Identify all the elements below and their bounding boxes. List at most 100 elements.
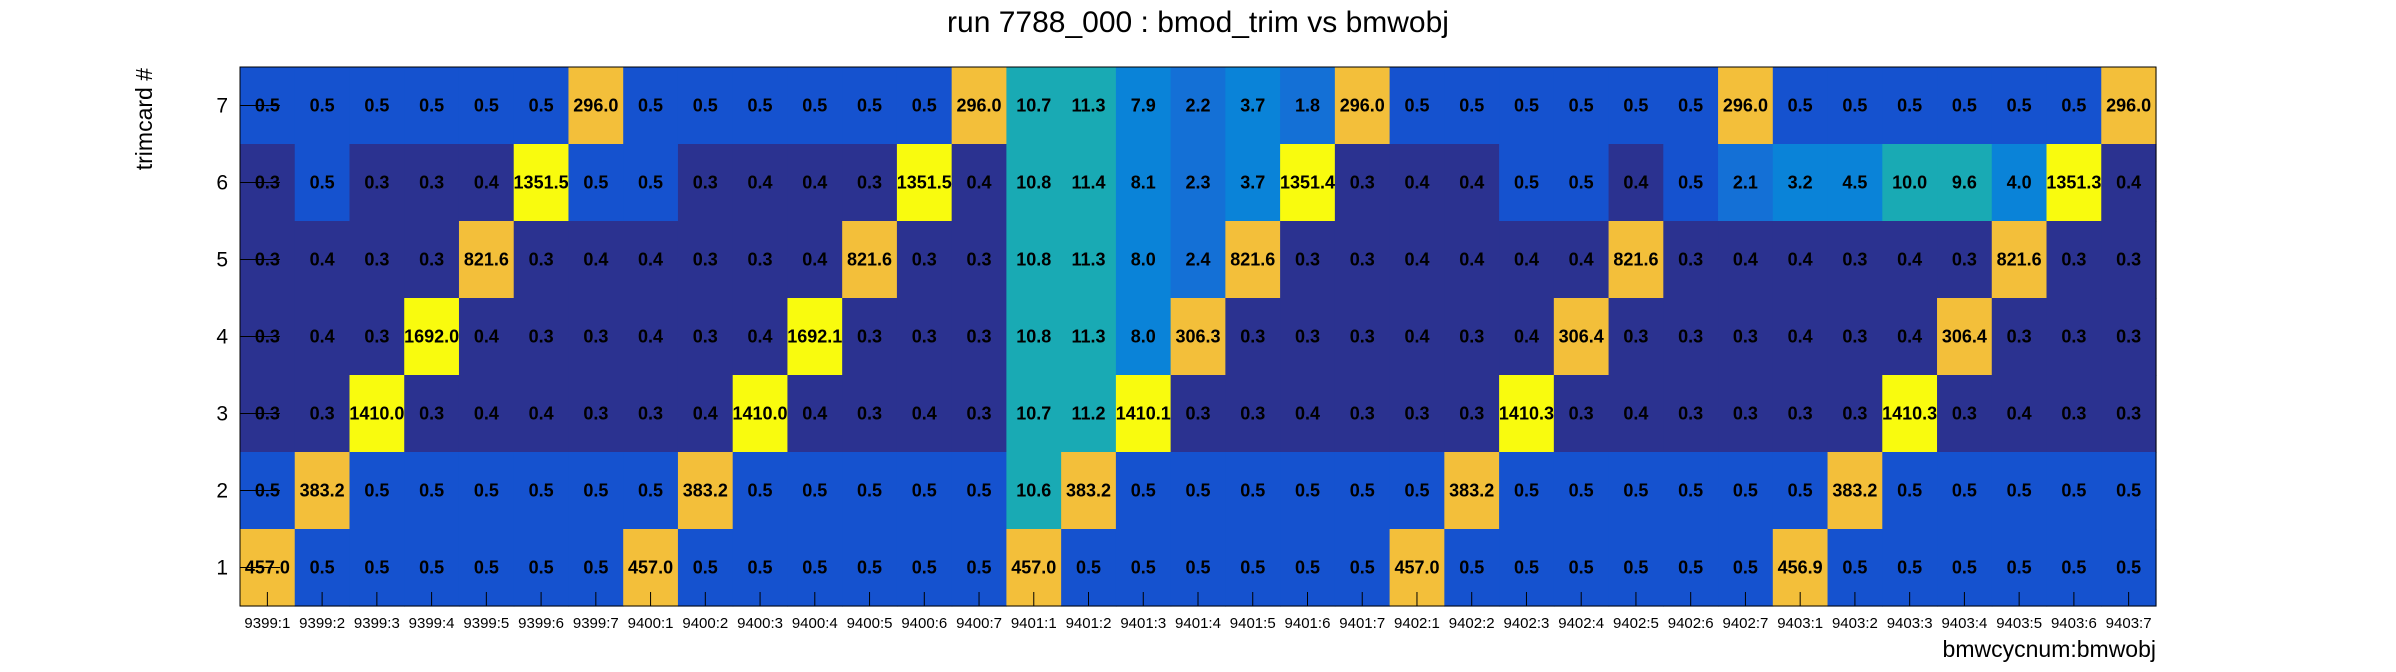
heatmap-cell [294,221,351,299]
cell-value-label: 10.8 [1016,173,1051,193]
x-tick-label: 9402:3 [1504,615,1550,632]
cell-value-label: 0.5 [2061,481,2086,501]
cell-value-label: 1.8 [1295,96,1320,116]
cell-value-label: 0.5 [802,96,827,116]
heatmap-cell [1170,67,1226,145]
heatmap-cell [458,67,515,145]
cell-value-label: 3.7 [1240,173,1265,193]
cell-value-label: 456.9 [1778,558,1823,578]
heatmap-cell [842,452,898,530]
cell-value-label: 0.5 [474,481,499,501]
cell-value-label: 0.5 [2116,481,2141,501]
cell-value-label: 0.5 [310,558,335,578]
cell-value-label: 0.5 [1404,481,1429,501]
cell-value-label: 0.4 [583,250,608,270]
heatmap-cell [1663,144,1719,222]
heatmap-cell [1827,144,1883,222]
heatmap-cell [1499,144,1555,222]
heatmap-cell [1334,452,1391,530]
heatmap-cell [951,375,1007,453]
heatmap-cell [896,375,953,453]
heatmap-cell [458,298,515,376]
heatmap-cell [1389,67,1445,145]
cell-value-label: 0.5 [310,173,335,193]
heatmap-cell [1827,221,1883,299]
heatmap-cell [1061,452,1117,530]
x-tick-label: 9401:2 [1066,615,1112,632]
cell-value-label: 0.3 [1623,327,1648,347]
cell-value-label: 0.5 [1733,558,1758,578]
cell-value-label: 0.3 [1952,250,1977,270]
heatmap-cell [951,452,1007,530]
heatmap-cell [513,452,570,530]
cell-value-label: 2.3 [1185,173,1210,193]
heatmap-cell [1334,221,1391,299]
cell-value-label: 0.5 [2007,481,2032,501]
heatmap-cell [1389,144,1445,222]
heatmap-cell [349,375,405,453]
heatmap-cell [1663,67,1719,145]
cell-value-label: 0.5 [1185,481,1210,501]
cell-value-label: 0.5 [364,96,389,116]
heatmap-cell [951,298,1007,376]
cell-value-label: 0.4 [474,404,499,424]
heatmap-cell [842,144,898,222]
heatmap-cell [349,221,405,299]
heatmap-cell [1444,221,1500,299]
x-tick-label: 9401:7 [1339,615,1385,632]
cell-value-label: 3.2 [1788,173,1813,193]
cell-value-label: 0.3 [857,327,882,347]
cell-value-label: 0.3 [419,404,444,424]
cell-value-label: 2.1 [1733,173,1758,193]
heatmap-cell [1937,298,1993,376]
heatmap-cell [1772,375,1829,453]
cell-value-label: 10.7 [1016,404,1051,424]
heatmap-cell [1389,298,1445,376]
cell-value-label: 0.4 [802,250,827,270]
cell-value-label: 0.4 [638,327,663,347]
heatmap-cell [1827,67,1883,145]
heatmap-cell [951,144,1007,222]
cell-value-label: 821.6 [1997,250,2042,270]
heatmap-cell [2046,452,2102,530]
cell-value-label: 1410.3 [1882,404,1937,424]
cell-value-label: 8.0 [1131,250,1156,270]
cell-value-label: 0.3 [1842,250,1867,270]
cell-value-label: 0.5 [967,481,992,501]
cell-value-label: 0.5 [1514,558,1539,578]
cell-value-label: 0.5 [1350,481,1375,501]
heatmap-cell [568,221,624,299]
x-tick-label: 9403:7 [2106,615,2152,632]
heatmap-cell [1937,221,1993,299]
heatmap-cell [2101,221,2157,299]
cell-value-label: 0.3 [1295,327,1320,347]
heatmap-cell [677,221,734,299]
cell-value-label: 0.4 [967,173,992,193]
x-tick-label: 9403:4 [1941,615,1987,632]
heatmap-cell [1991,452,2048,530]
heatmap-cell [1499,221,1555,299]
x-tick-label: 9403:1 [1777,615,1823,632]
cell-value-label: 0.4 [474,327,499,347]
heatmap-cell [1663,298,1719,376]
heatmap-cell [1553,144,1610,222]
cell-value-label: 821.6 [1230,250,1275,270]
cell-value-label: 0.3 [419,250,444,270]
cell-value-label: 457.0 [1011,558,1056,578]
cell-value-label: 0.5 [1952,96,1977,116]
heatmap-cell [1882,452,1938,530]
heatmap-cell [1882,221,1938,299]
heatmap-cell [2101,375,2157,453]
cell-value-label: 0.5 [419,96,444,116]
cell-value-label: 1410.1 [1116,404,1171,424]
cell-value-label: 0.5 [1952,558,1977,578]
cell-value-label: 0.4 [748,173,773,193]
heatmap-cell [842,298,898,376]
cell-value-label: 1410.0 [349,404,404,424]
cell-value-label: 0.5 [310,96,335,116]
cell-value-label: 0.3 [1185,404,1210,424]
heatmap-cell [1061,221,1117,299]
heatmap-cell [1444,298,1500,376]
heatmap-cell [458,375,515,453]
